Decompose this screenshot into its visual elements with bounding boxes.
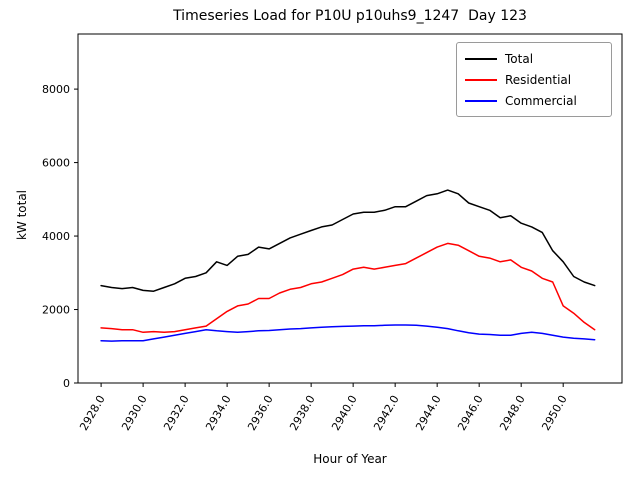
legend-item-commercial: Commercial	[465, 90, 603, 111]
commercial-line-swatch	[465, 99, 497, 102]
svg-text:2946.0: 2946.0	[455, 393, 486, 433]
svg-text:2944.0: 2944.0	[413, 393, 444, 433]
total-line-swatch	[465, 57, 497, 60]
svg-text:4000: 4000	[42, 230, 70, 243]
legend-label-commercial: Commercial	[505, 93, 577, 108]
svg-text:2930.0: 2930.0	[119, 393, 150, 433]
chart-title: Timeseries Load for P10U p10uhs9_1247 Da…	[173, 8, 527, 24]
svg-text:2948.0: 2948.0	[497, 393, 528, 433]
svg-text:8000: 8000	[42, 83, 70, 96]
svg-text:2942.0: 2942.0	[371, 393, 402, 433]
svg-text:2932.0: 2932.0	[161, 393, 192, 433]
legend-label-residential: Residential	[505, 72, 572, 87]
legend: Total Residential Commercial	[456, 42, 612, 117]
svg-text:2950.0: 2950.0	[539, 393, 570, 433]
legend-item-residential: Residential	[465, 69, 603, 90]
x-axis-label: Hour of Year	[313, 452, 387, 466]
svg-text:2000: 2000	[42, 304, 70, 317]
svg-text:2936.0: 2936.0	[245, 393, 276, 433]
svg-text:2934.0: 2934.0	[203, 393, 234, 433]
svg-text:6000: 6000	[42, 157, 70, 170]
svg-text:2938.0: 2938.0	[287, 393, 318, 433]
svg-text:2928.0: 2928.0	[77, 393, 108, 433]
legend-item-total: Total	[465, 48, 603, 69]
legend-label-total: Total	[505, 51, 534, 66]
residential-line-swatch	[465, 78, 497, 81]
svg-text:0: 0	[63, 377, 70, 390]
y-axis-label: kW total	[15, 189, 29, 241]
svg-text:2940.0: 2940.0	[329, 393, 360, 433]
